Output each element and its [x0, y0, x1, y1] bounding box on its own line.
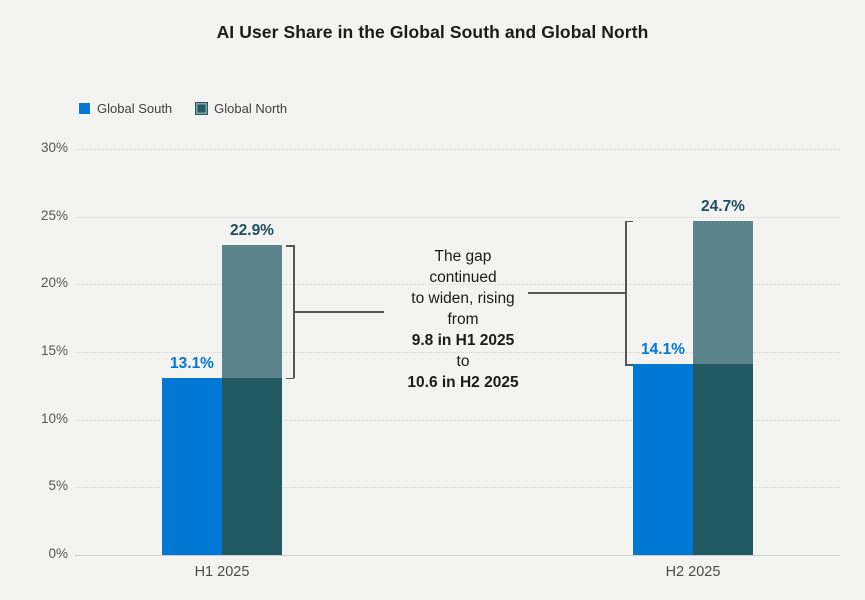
gridline-5%	[75, 487, 840, 489]
legend-swatch-global-north	[195, 102, 209, 115]
gap-bracket-tick	[286, 377, 294, 380]
x-axis-label-H1 2025: H1 2025	[194, 564, 250, 580]
x-axis-line	[75, 555, 840, 556]
bar-global-south	[633, 364, 693, 555]
gap-connector-line	[528, 292, 625, 294]
annotation-line: to widen, rising	[411, 290, 515, 307]
gap-bracket-vertical	[625, 220, 627, 365]
gap-bracket-tick	[286, 245, 294, 247]
gridline-10%	[75, 419, 840, 421]
y-tick-label-25%: 25%	[40, 207, 68, 223]
gap-bracket-tick	[625, 364, 633, 366]
annotation-line: from	[447, 311, 479, 328]
annotation-line: 9.8 in H1 2025	[411, 332, 515, 349]
y-tick-label-10%: 10%	[40, 410, 68, 426]
value-label-global-south: 14.1%	[641, 341, 685, 359]
annotation-line: The gap	[434, 248, 492, 265]
x-axis-label-H2 2025: H2 2025	[665, 564, 721, 580]
legend-label-global-north: Global North	[214, 101, 288, 116]
y-tick-label-15%: 15%	[40, 343, 68, 358]
value-label-global-north: 24.7%	[701, 197, 745, 215]
annotation-line: to	[456, 353, 470, 370]
legend: Global South Global North	[79, 101, 287, 116]
bar-global-north-upper	[693, 220, 753, 365]
annotation-line: continued	[429, 269, 497, 286]
gridline-25%	[75, 216, 840, 218]
y-tick-label-0%: 0%	[48, 546, 68, 561]
legend-label-global-south: Global South	[97, 101, 173, 116]
gap-connector-line	[293, 311, 384, 313]
y-tick-label-5%: 5%	[48, 478, 68, 494]
annotation-line: 10.6 in H2 2025	[407, 374, 519, 391]
y-tick-label-20%: 20%	[40, 275, 68, 291]
bar-global-north-lower	[693, 364, 753, 555]
gap-bracket-tick	[625, 220, 633, 223]
legend-swatch-global-south	[79, 103, 90, 114]
value-label-global-south: 13.1%	[170, 354, 214, 372]
chart-title: AI User Share in the Global South and Gl…	[216, 22, 649, 42]
legend-item-global-north: Global North	[195, 101, 288, 116]
bar-global-north-upper	[222, 245, 282, 378]
gap-annotation: The gap continued to widen, rising from 9.8 …	[380, 246, 546, 393]
gridline-20%	[75, 284, 840, 286]
bar-global-north-lower	[222, 377, 282, 555]
y-tick-label-30%: 30%	[40, 140, 68, 155]
value-label-global-north: 22.9%	[230, 222, 274, 240]
legend-item-global-south: Global South	[79, 101, 172, 116]
gridline-15%	[75, 352, 840, 353]
gridline-30%	[75, 149, 840, 150]
bar-global-south	[162, 377, 222, 555]
